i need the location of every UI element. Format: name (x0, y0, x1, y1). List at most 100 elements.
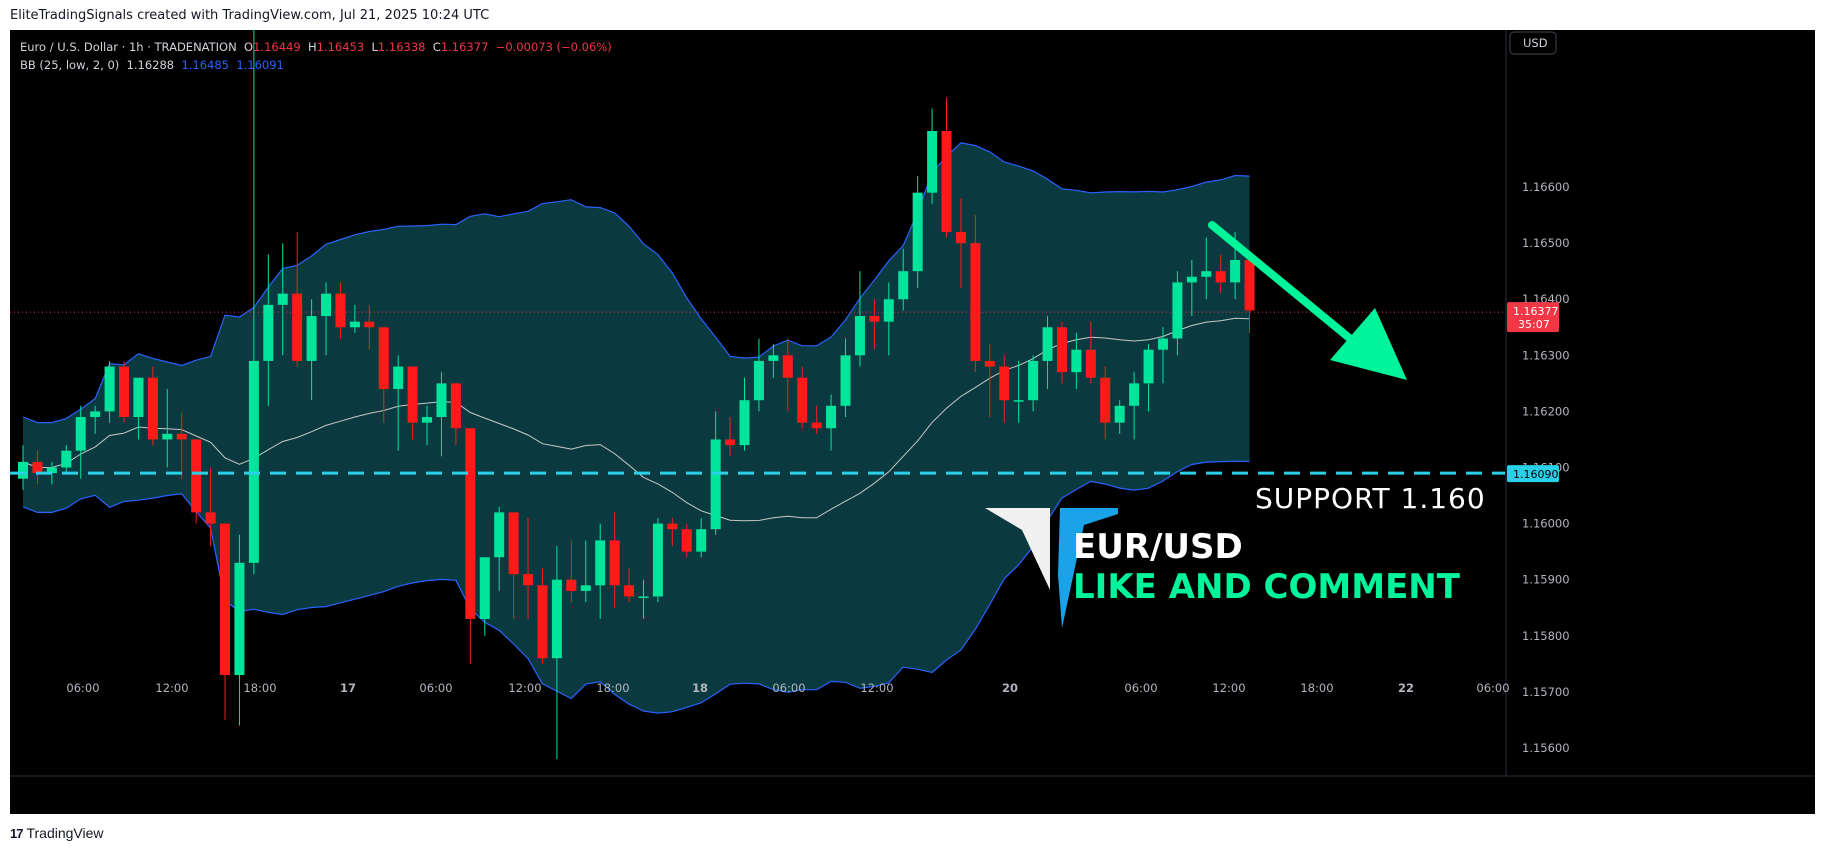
price-axis (1506, 30, 1815, 814)
candle-body (61, 450, 72, 468)
time-tick-label: 12:00 (860, 681, 893, 695)
candle (739, 377, 750, 451)
last-price-value: 1.16377 (1513, 305, 1559, 318)
candle (811, 405, 822, 434)
candle-body (508, 512, 519, 575)
candle-body (263, 304, 274, 361)
candle-body (1100, 377, 1111, 423)
candle-body (595, 540, 606, 586)
price-tick-label: 1.15600 (1522, 741, 1570, 755)
candle (119, 360, 130, 423)
price-tick-label: 1.15700 (1522, 685, 1570, 699)
bb-legend-row[interactable]: BB (25, low, 2, 0) 1.16288 1.16485 1.160… (20, 56, 612, 74)
arrow-shaft (1208, 221, 1374, 359)
candle (840, 338, 851, 418)
price-tick-label: 1.16500 (1522, 236, 1570, 250)
bollinger-upper-line (22, 142, 1250, 424)
candle-body (696, 529, 707, 552)
time-tick-label: 06:00 (1124, 681, 1157, 695)
candle (1085, 321, 1096, 384)
open-label: O (244, 40, 254, 54)
candle-body (191, 439, 202, 513)
candle-body (999, 366, 1010, 401)
candle-body (147, 377, 158, 440)
candle (220, 523, 231, 720)
candle-body (970, 243, 981, 361)
candle (970, 215, 981, 373)
close-value: 1.16377 (440, 40, 489, 54)
candle (624, 568, 635, 603)
candle-body (1013, 400, 1024, 402)
candle-body (349, 321, 360, 328)
candle (450, 383, 461, 446)
candle-body (725, 439, 736, 446)
candle (1129, 372, 1140, 440)
candle (551, 546, 562, 760)
candle-body (407, 366, 418, 423)
candle (248, 30, 259, 575)
candle-body (205, 512, 216, 524)
candle-body (90, 411, 101, 418)
time-tick-label: 18:00 (243, 681, 276, 695)
candle (1042, 316, 1053, 389)
price-tick-label: 1.16600 (1522, 180, 1570, 194)
time-tick-label: 18 (692, 681, 708, 695)
candle-body (811, 422, 822, 429)
candle (681, 523, 692, 558)
candle (393, 355, 404, 451)
brand-logo (985, 508, 1118, 628)
time-tick-label: 20 (1002, 681, 1018, 695)
time-tick-label: 06:00 (1476, 681, 1509, 695)
price-tick-label: 1.15800 (1522, 629, 1570, 643)
time-tick-label: 06:00 (772, 681, 805, 695)
candle-body (436, 383, 447, 418)
candle-body (609, 540, 620, 586)
candle (508, 512, 519, 619)
candle-body (753, 360, 764, 401)
candle (898, 248, 909, 311)
candle (753, 338, 764, 412)
candle-body (378, 327, 389, 389)
candle (1172, 271, 1183, 356)
candle (335, 282, 346, 339)
time-tick-label: 12:00 (1212, 681, 1245, 695)
candle (176, 411, 187, 479)
candle (1100, 366, 1111, 440)
support-price-tag (1507, 465, 1559, 483)
candle-body (551, 579, 562, 659)
candle (191, 439, 202, 524)
change-value: −0.00073 (−0.06%) (495, 40, 612, 54)
time-tick-label: 06:00 (66, 681, 99, 695)
candle-body (176, 433, 187, 440)
tradingview-logo[interactable]: 17 TradingView (10, 825, 104, 841)
time-tick-label: 22 (1398, 681, 1414, 695)
candle-body (1201, 271, 1212, 277)
candle (667, 517, 678, 547)
candle (984, 344, 995, 418)
candle-body (335, 293, 346, 328)
candle (955, 198, 966, 289)
time-tick-label: 18:00 (596, 681, 629, 695)
candle (61, 445, 72, 474)
candle-body (104, 366, 115, 412)
candle-body (1186, 276, 1197, 283)
candle-body (450, 383, 461, 429)
support-price-value: 1.16090 (1513, 468, 1559, 481)
candle (883, 282, 894, 356)
candle-body (277, 293, 288, 305)
bb-upper-value: 1.16485 (181, 58, 229, 72)
currency-button-frame (1509, 31, 1557, 55)
candle (566, 540, 577, 603)
candle-body (797, 377, 808, 423)
candle-body (840, 355, 851, 406)
candle-body (883, 299, 894, 322)
candle (595, 523, 606, 619)
candle-body (393, 366, 404, 389)
candle-body (667, 523, 678, 530)
candle (1028, 355, 1039, 412)
arrow-head (1330, 308, 1407, 380)
currency-button[interactable]: USD (1509, 31, 1557, 55)
candle-body (898, 271, 909, 300)
close-label: C (432, 40, 441, 54)
